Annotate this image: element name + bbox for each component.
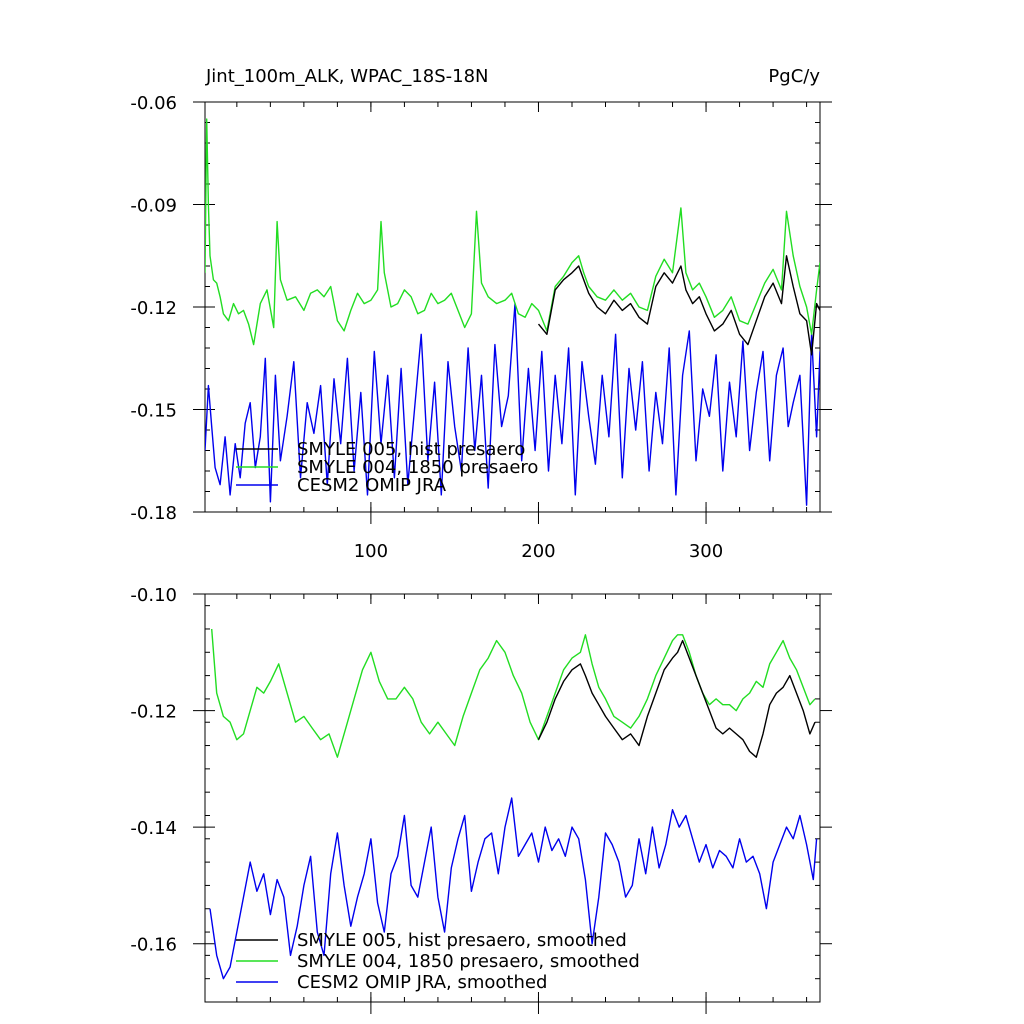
y-tick-label: -0.06 [130,93,177,114]
legend-label: CESM2 OMIP JRA, smoothed [297,972,547,993]
x-tick-label: 200 [521,541,555,562]
y-tick-label: -0.12 [130,702,177,723]
y-tick-label: -0.18 [130,503,177,524]
x-tick-label: 100 [354,541,388,562]
units-label: PgC/y [768,66,820,87]
series-line [537,639,816,758]
series-line [205,302,820,506]
chart-title: Jint_100m_ALK, WPAC_18S-18N [205,66,489,87]
series-line [209,797,818,980]
series-line [205,118,820,346]
plot-frame [204,593,821,1003]
y-tick-label: -0.09 [130,196,177,217]
series-line [537,255,820,356]
series-group [205,118,820,506]
y-tick-label: -0.15 [130,401,177,422]
top-panel: -0.18 -0.15 -0.12 -0.09 -0.06 100 200 300 SMYLE … [130,93,832,562]
y-tick-label: -0.12 [130,298,177,319]
series-group [209,628,818,980]
y-tick-label: -0.16 [130,935,177,956]
legend-label: CESM2 OMIP JRA [297,475,447,496]
series-line [211,628,816,758]
legend-label: SMYLE 005, hist presaero [297,439,525,460]
x-tick-label: 300 [689,541,723,562]
legend-label: SMYLE 004, 1850 presaero [297,457,538,478]
legend-label: SMYLE 005, hist presaero, smoothed [297,930,627,951]
bottom-panel: -0.16 -0.14 -0.12 -0.10 SMYLE 005, hist pres… [130,585,832,1014]
legend-label: SMYLE 004, 1850 presaero, smoothed [297,951,640,972]
y-tick-label: -0.14 [130,818,177,839]
y-tick-label: -0.10 [130,585,177,606]
